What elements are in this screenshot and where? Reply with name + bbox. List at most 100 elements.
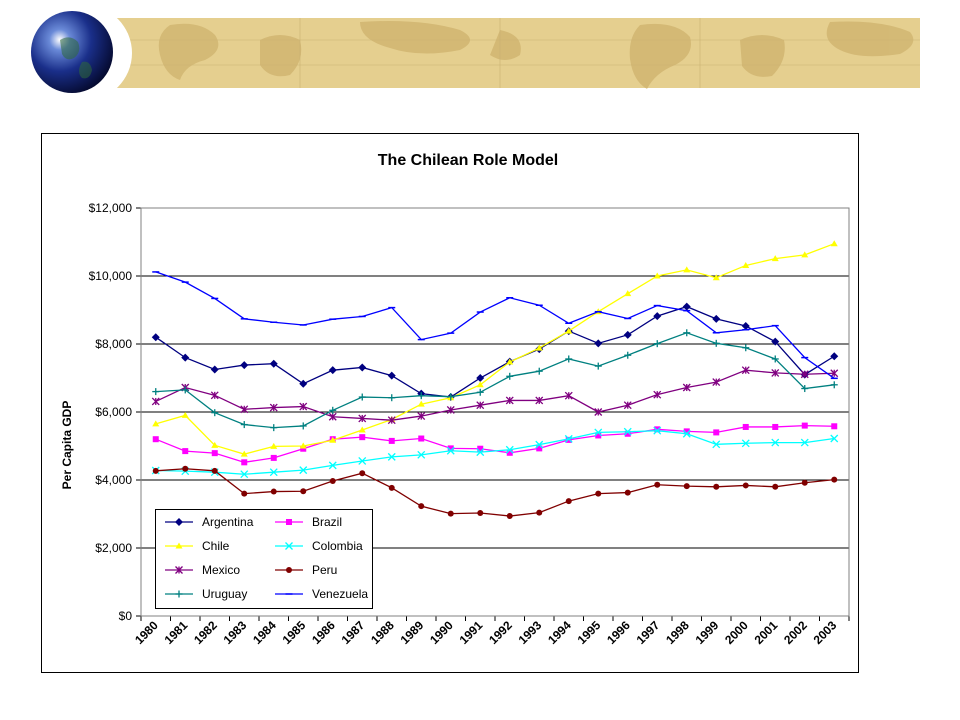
data-point-mexico xyxy=(387,416,396,425)
data-point-peru xyxy=(683,483,690,490)
x-tick-label: 1981 xyxy=(162,618,191,647)
plot-border xyxy=(140,207,850,617)
data-point-uruguay xyxy=(653,340,661,348)
data-point-mexico xyxy=(800,370,809,379)
legend-marker xyxy=(286,567,292,573)
data-point-chile xyxy=(830,240,838,247)
data-point-brazil xyxy=(565,436,572,443)
x-tick-label: 1997 xyxy=(634,618,663,647)
legend-swatch xyxy=(165,518,193,526)
data-point-mexico xyxy=(446,406,455,414)
data-point-argentina xyxy=(476,374,485,382)
data-point-uruguay xyxy=(535,367,543,375)
x-tick-label: 1985 xyxy=(280,618,309,647)
data-point-brazil xyxy=(152,436,159,443)
data-point-argentina xyxy=(181,353,190,362)
legend-label: Colombia xyxy=(312,539,363,553)
data-point-peru xyxy=(211,467,218,474)
x-tick-label: 2003 xyxy=(811,618,840,647)
legend-item-colombia: Colombia xyxy=(274,536,363,556)
data-point-peru xyxy=(447,510,454,517)
data-point-uruguay xyxy=(830,381,838,389)
data-point-chile xyxy=(181,411,189,418)
data-point-colombia xyxy=(564,434,573,443)
series-venezuela xyxy=(152,271,838,380)
data-point-brazil xyxy=(270,454,277,461)
data-point-brazil xyxy=(801,422,808,429)
data-point-brazil xyxy=(595,432,602,439)
data-point-chile xyxy=(329,436,337,443)
data-point-brazil xyxy=(742,423,749,430)
x-tick-label: 1986 xyxy=(309,618,338,647)
data-point-mexico xyxy=(712,378,721,387)
data-point-chile xyxy=(535,344,543,351)
data-point-peru xyxy=(831,476,838,483)
data-point-argentina xyxy=(210,365,219,374)
legend-item-peru: Peru xyxy=(274,560,337,580)
legend-swatch xyxy=(165,566,193,574)
data-point-peru xyxy=(742,482,749,489)
data-point-chile xyxy=(742,261,750,268)
data-point-argentina xyxy=(741,321,750,330)
data-point-argentina xyxy=(771,337,780,346)
x-tick-label: 1992 xyxy=(486,618,515,647)
legend-item-brazil: Brazil xyxy=(274,512,342,532)
legend-label: Mexico xyxy=(202,563,241,577)
data-point-chile xyxy=(211,441,219,448)
data-point-mexico xyxy=(476,401,485,410)
x-tick-label: 2001 xyxy=(752,618,781,647)
y-tick-label: $2,000 xyxy=(95,541,132,555)
data-point-uruguay xyxy=(506,372,514,380)
data-point-uruguay xyxy=(624,351,632,359)
data-point-mexico xyxy=(505,396,514,405)
data-point-mexico xyxy=(682,383,691,392)
data-point-brazil xyxy=(241,459,248,466)
data-point-chile xyxy=(299,442,307,449)
data-point-uruguay xyxy=(299,422,307,430)
data-point-chile xyxy=(801,251,809,258)
data-point-peru xyxy=(270,488,277,495)
data-point-uruguay xyxy=(712,339,720,347)
data-point-peru xyxy=(772,483,779,490)
series-line-argentina xyxy=(155,305,835,398)
data-point-brazil xyxy=(654,426,661,433)
data-point-argentina xyxy=(653,312,662,321)
data-point-peru xyxy=(329,478,336,485)
data-point-colombia xyxy=(535,440,544,449)
data-point-uruguay xyxy=(594,362,602,370)
data-point-argentina xyxy=(299,379,308,388)
data-point-chile xyxy=(653,272,661,279)
legend-swatch xyxy=(165,590,193,598)
data-point-peru xyxy=(536,509,543,516)
data-point-brazil xyxy=(300,445,307,452)
data-point-uruguay xyxy=(270,424,278,432)
data-point-mexico xyxy=(240,405,249,414)
data-point-uruguay xyxy=(388,394,396,402)
data-point-peru xyxy=(418,503,425,510)
data-point-uruguay xyxy=(476,388,484,396)
data-point-peru xyxy=(182,465,189,472)
data-point-mexico xyxy=(299,402,308,411)
data-point-colombia xyxy=(269,468,278,477)
data-point-argentina xyxy=(830,352,839,361)
legend-swatch xyxy=(165,542,193,549)
data-point-colombia xyxy=(358,457,367,465)
data-point-colombia xyxy=(505,445,514,454)
data-point-peru xyxy=(801,479,808,486)
header-banner xyxy=(31,5,920,101)
data-point-uruguay xyxy=(771,355,779,363)
series-peru xyxy=(152,465,838,520)
data-point-chile xyxy=(358,426,366,433)
x-tick-label: 2002 xyxy=(781,618,810,647)
x-tick-label: 1983 xyxy=(221,618,250,647)
data-point-colombia xyxy=(299,466,308,475)
y-tick-label: $6,000 xyxy=(95,405,132,419)
globe-land xyxy=(60,37,92,79)
legend-swatch xyxy=(275,519,303,525)
data-point-mexico xyxy=(358,414,367,423)
data-point-mexico xyxy=(653,390,662,399)
legend-item-venezuela: Venezuela xyxy=(274,584,368,604)
data-point-brazil xyxy=(536,445,543,452)
x-tick-label: 1982 xyxy=(191,618,220,647)
y-tick-label: $10,000 xyxy=(89,269,133,283)
